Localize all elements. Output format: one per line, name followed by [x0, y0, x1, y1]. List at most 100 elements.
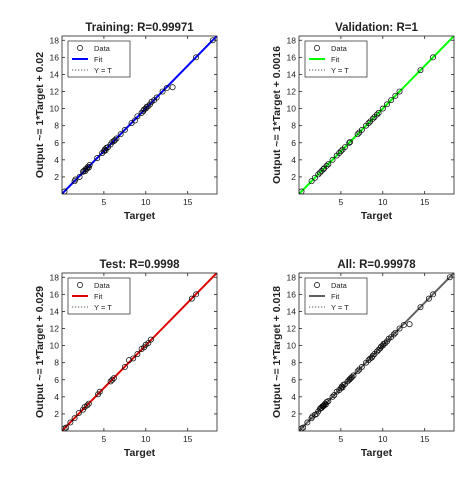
data-point	[163, 85, 170, 92]
test-chart-svg: 5 10 15 2 4 6 8 10 12 14 16 18 Test: R=0.9998 Target O…	[34, 259, 218, 459]
data-point	[75, 410, 82, 417]
chart-title: Training: R=0.99971	[85, 22, 194, 34]
y-tick-label: 18	[50, 35, 60, 45]
data-point	[121, 363, 128, 370]
data-point	[417, 67, 424, 74]
y-tick-label: 12	[287, 324, 297, 334]
data-point	[159, 88, 166, 95]
y-tick-label: 8	[291, 358, 296, 368]
data-point	[76, 173, 83, 180]
y-tick-label: 16	[287, 289, 297, 299]
x-tick-label: 5	[339, 434, 344, 444]
data-point	[384, 101, 390, 108]
y-tick-label: 6	[291, 138, 296, 148]
legend-label: Data	[94, 281, 111, 290]
data-point	[375, 109, 382, 116]
x-axis-label: Target	[124, 210, 156, 222]
y-tick-label: 2	[291, 409, 296, 419]
axes-box	[298, 35, 455, 195]
legend-label: Fit	[94, 55, 103, 64]
data-point	[193, 54, 200, 61]
x-tick-label: 10	[378, 197, 388, 207]
y-tick-label: 6	[54, 138, 59, 148]
data-point	[369, 352, 376, 359]
data-point	[300, 424, 307, 431]
y-axis-label: Output ~= 1*Target + 0.029	[34, 286, 46, 418]
data-point	[392, 329, 399, 336]
y-tick-label: 10	[287, 104, 297, 114]
legend-label: Data	[331, 281, 348, 290]
data-point	[354, 131, 361, 138]
y-tick-label: 4	[291, 155, 296, 165]
x-tick-label: 10	[141, 434, 151, 444]
x-axis-label: Target	[124, 447, 156, 459]
data-point	[329, 156, 336, 163]
y-tick-label: 2	[54, 172, 59, 182]
y-axis-label: Output ~= 1*Target + 0.018	[271, 286, 283, 418]
data-point	[320, 166, 327, 173]
data-point	[110, 375, 117, 381]
y-tick-label: 14	[50, 69, 60, 79]
legend-label: Y = T	[94, 66, 112, 75]
data-point	[358, 363, 365, 370]
training-chart-svg: 5 10 15 2 4 6 8 10 12 14 16 18 Training: R=0.99971 Ta…	[34, 22, 218, 222]
legend-label: Data	[331, 44, 348, 53]
training-regression-plot: 5 10 15 2 4 6 8 10 12 14 16 18 Training: R=0.99971 Ta…	[0, 0, 237, 237]
data-point	[396, 325, 403, 332]
data-point	[72, 176, 79, 183]
data-point	[84, 402, 91, 409]
data-point	[126, 357, 132, 364]
data-point	[111, 137, 118, 144]
data-point	[188, 295, 195, 302]
y-tick-label: 14	[287, 306, 297, 316]
legend-label: Y = T	[331, 66, 349, 75]
data-point	[94, 155, 101, 162]
data-point	[131, 117, 138, 124]
data-point	[373, 111, 380, 118]
data-point	[406, 321, 413, 328]
data-point	[145, 103, 152, 109]
y-tick-label: 6	[291, 375, 296, 385]
legend-label: Fit	[331, 55, 340, 64]
data-point	[109, 376, 116, 383]
legend: Data Fit Y = T	[67, 40, 131, 78]
legend-data-marker	[77, 45, 83, 51]
y-tick-label: 6	[54, 375, 59, 385]
data-point	[134, 113, 141, 120]
data-point	[193, 291, 200, 298]
chart-title: Test: R=0.9998	[99, 259, 180, 271]
data-point	[67, 419, 74, 426]
x-tick-label: 5	[102, 197, 107, 207]
data-point	[337, 148, 344, 155]
y-tick-label: 10	[287, 341, 297, 351]
data-point	[325, 398, 332, 405]
legend: Data Fit Y = T	[304, 40, 368, 78]
legend-label: Y = T	[331, 303, 349, 312]
legend-data-marker	[77, 282, 83, 288]
data-point	[169, 84, 176, 91]
y-tick-label: 18	[287, 35, 297, 45]
axes-box	[61, 272, 218, 432]
y-axis-label: Output ~= 1*Target + 0.02	[34, 52, 46, 178]
data-point	[315, 171, 322, 178]
y-tick-label: 16	[50, 52, 60, 62]
x-tick-label: 5	[102, 434, 107, 444]
data-point	[347, 375, 354, 382]
y-tick-label: 8	[291, 121, 296, 131]
x-tick-label: 5	[339, 197, 344, 207]
x-tick-label: 10	[141, 197, 151, 207]
data-point	[71, 415, 78, 422]
data-point	[430, 54, 437, 61]
test-regression-plot: 5 10 15 2 4 6 8 10 12 14 16 18 Test: R=0.9998 Target O…	[0, 237, 237, 474]
legend-label: Y = T	[94, 303, 112, 312]
data-point	[348, 374, 355, 381]
legend-data-marker	[314, 282, 320, 288]
y-tick-label: 10	[50, 104, 60, 114]
data-point	[121, 126, 128, 133]
legend-label: Fit	[331, 292, 340, 301]
validation-regression-plot: 5 10 15 2 4 6 8 10 12 14 16 18 Validation: R=1 Target…	[237, 0, 474, 237]
data-point	[130, 355, 137, 362]
data-point	[325, 161, 332, 168]
data-point	[400, 322, 407, 329]
